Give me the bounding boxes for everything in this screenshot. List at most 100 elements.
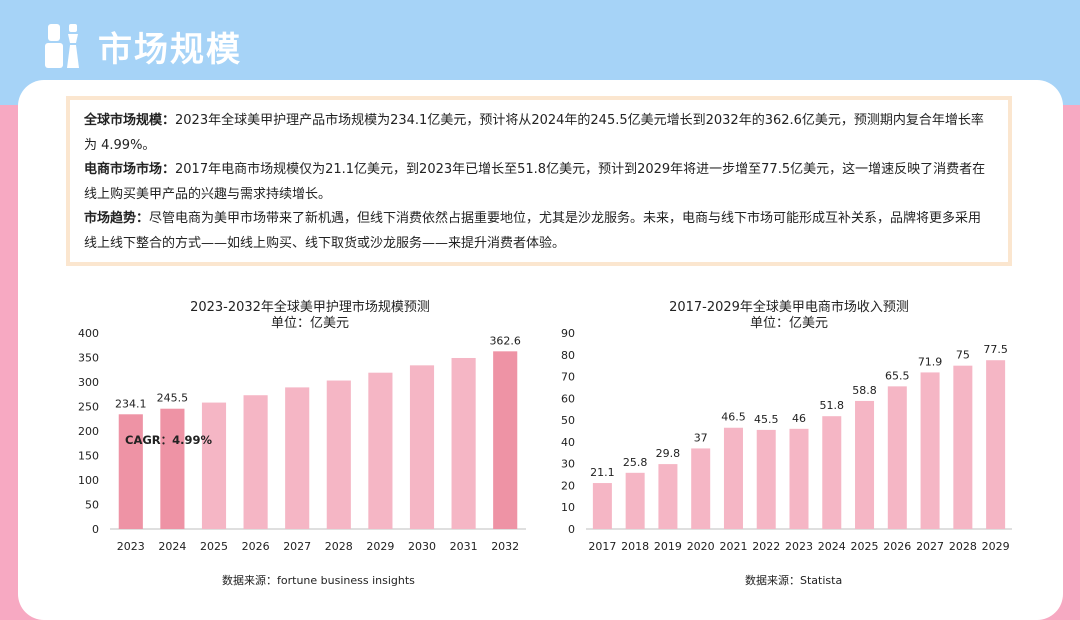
chart2-data-label: 29.8 (656, 447, 681, 460)
chart2-x-tick: 2025 (851, 540, 879, 553)
chart1-x-tick: 2030 (408, 540, 436, 553)
summary-text: 尽管电商为美甲市场带来了新机遇，但线下消费依然占据重要地位，尤其是沙龙服务。未来… (84, 211, 982, 251)
chart1-data-label: 234.1 (115, 397, 147, 410)
chart2-title: 2017-2029年全球美甲电商市场收入预测 (669, 300, 909, 315)
chart2-bar (887, 386, 907, 529)
chart2-y-tick: 0 (568, 523, 575, 536)
chart2-source: 数据来源：Statista (745, 574, 843, 587)
summary-label: 电商市场市场： (84, 162, 176, 177)
chart1-y-tick: 200 (78, 425, 99, 438)
summary-text: 2023年全球美甲护理产品市场规模为234.1亿美元，预计将从2024年的245… (84, 113, 984, 153)
summary-paragraph: 市场趋势：尽管电商为美甲市场带来了新机遇，但线下消费依然占据重要地位，尤其是沙龙… (84, 207, 994, 256)
chart2-x-tick: 2026 (883, 540, 911, 553)
chart2-x-tick: 2022 (752, 540, 780, 553)
chart2-data-label: 51.8 (820, 399, 845, 412)
chart1-y-tick: 100 (78, 474, 99, 487)
chart2-data-label: 25.8 (623, 456, 648, 469)
chart1-x-tick: 2032 (491, 540, 519, 553)
chart2-x-tick: 2017 (588, 540, 616, 553)
chart2-y-tick: 70 (561, 371, 575, 384)
chart1-data-label: 362.6 (489, 334, 521, 347)
chart1-title: 2023-2032年全球美甲护理市场规模预测 (190, 300, 430, 315)
chart1-bar (326, 380, 351, 529)
chart1-x-tick: 2031 (450, 540, 478, 553)
chart2-x-tick: 2024 (818, 540, 846, 553)
chart2-data-label: 77.5 (983, 343, 1008, 356)
chart2-x-tick: 2021 (719, 540, 747, 553)
summary-text: 2017年电商市场规模仅为21.1亿美元，到2023年已增长至51.8亿美元，预… (84, 162, 986, 202)
chart2-y-tick: 40 (561, 436, 575, 449)
chart1-y-tick: 250 (78, 401, 99, 414)
chart2-x-tick: 2029 (982, 540, 1010, 553)
chart2-x-tick: 2019 (654, 540, 682, 553)
chart1-data-label: 245.5 (157, 392, 189, 405)
chart1-bar (160, 408, 185, 529)
chart1-x-tick: 2026 (242, 540, 270, 553)
chart1-subtitle: 单位：亿美元 (270, 316, 349, 331)
chart1-y-tick: 50 (85, 499, 99, 512)
chart2-y-tick: 90 (561, 327, 575, 340)
chart1-bar (243, 395, 268, 529)
summary-label: 全球市场规模： (84, 113, 176, 128)
chart1-annotation: CAGR：4.99% (125, 433, 213, 447)
chart2-bar (625, 472, 645, 529)
chart1-x-tick: 2028 (325, 540, 353, 553)
summary-paragraph: 全球市场规模：2023年全球美甲护理产品市场规模为234.1亿美元，预计将从20… (84, 109, 994, 158)
chart2-bar (756, 429, 776, 529)
chart2-data-label: 75 (956, 349, 970, 362)
chart2-y-tick: 80 (561, 349, 575, 362)
chart1-bar (409, 365, 435, 529)
chart1-y-tick: 300 (78, 376, 99, 389)
chart1-x-tick: 2025 (200, 540, 228, 553)
chart1-y-tick: 350 (78, 352, 99, 365)
chart1-x-tick: 2023 (117, 540, 145, 553)
chart1-bar (285, 387, 310, 529)
chart1-bar (493, 351, 518, 529)
chart2-y-tick: 10 (561, 501, 575, 514)
chart2-x-tick: 2018 (621, 540, 649, 553)
chart1-bar (451, 357, 476, 529)
chart2-bar (822, 416, 842, 529)
chart2-bar (658, 464, 678, 529)
chart2-bar (920, 372, 940, 529)
chart2-y-tick: 60 (561, 392, 575, 405)
summary-label: 市场趋势： (84, 211, 150, 226)
chart2-bar (986, 360, 1006, 529)
chart1-source: 数据来源：fortune business insights (222, 574, 415, 587)
page-title: 市场规模 (98, 29, 242, 70)
chart2-svg: 0 10 20 30 40 50 60 70 80 90 21.1 2017 25.8 2018 29.8 2… (561, 327, 1012, 553)
chart2-bar (592, 483, 612, 529)
title-bar: 市场规模 (44, 20, 242, 72)
chart2-data-label: 45.5 (754, 413, 779, 426)
chart1-bar (201, 402, 227, 529)
chart2-y-tick: 20 (561, 479, 575, 492)
chart2-y-tick: 30 (561, 458, 575, 471)
chart2-y-tick: 50 (561, 414, 575, 427)
chart1-y-tick: 400 (78, 327, 99, 340)
chart2-data-label: 65.5 (885, 369, 910, 382)
chart1-bar (368, 372, 393, 529)
chart1-title-block: 2023-2032年全球美甲护理市场规模预测 单位：亿美元 (120, 300, 500, 332)
chart2-bar (723, 427, 743, 529)
chart1-y-tick: 0 (92, 523, 99, 536)
chart2-x-tick: 2020 (687, 540, 715, 553)
chart1-x-tick: 2024 (158, 540, 186, 553)
chart1-y-tick: 150 (78, 450, 99, 463)
content-card: 全球市场规模：2023年全球美甲护理产品市场规模为234.1亿美元，预计将从20… (18, 80, 1063, 620)
chart2-subtitle: 单位：亿美元 (749, 316, 828, 331)
chart1-bar (118, 414, 143, 529)
chart1-x-tick: 2029 (366, 540, 394, 553)
summary-paragraph: 电商市场市场：2017年电商市场规模仅为21.1亿美元，到2023年已增长至51… (84, 158, 994, 207)
chart2-bar (789, 428, 809, 529)
chart2-data-label: 21.1 (590, 466, 615, 479)
chart1-x-tick: 2027 (283, 540, 311, 553)
nail-polish-icon (45, 24, 79, 68)
chart2-bar (953, 365, 973, 529)
chart2-data-label: 58.8 (852, 384, 877, 397)
chart2-data-label: 37 (694, 431, 708, 444)
chart2-data-label: 46.5 (721, 411, 746, 424)
chart2-data-label: 71.9 (918, 355, 943, 368)
chart2-data-label: 46 (792, 412, 806, 425)
chart2-bar (691, 448, 711, 529)
chart2-x-tick: 2023 (785, 540, 813, 553)
